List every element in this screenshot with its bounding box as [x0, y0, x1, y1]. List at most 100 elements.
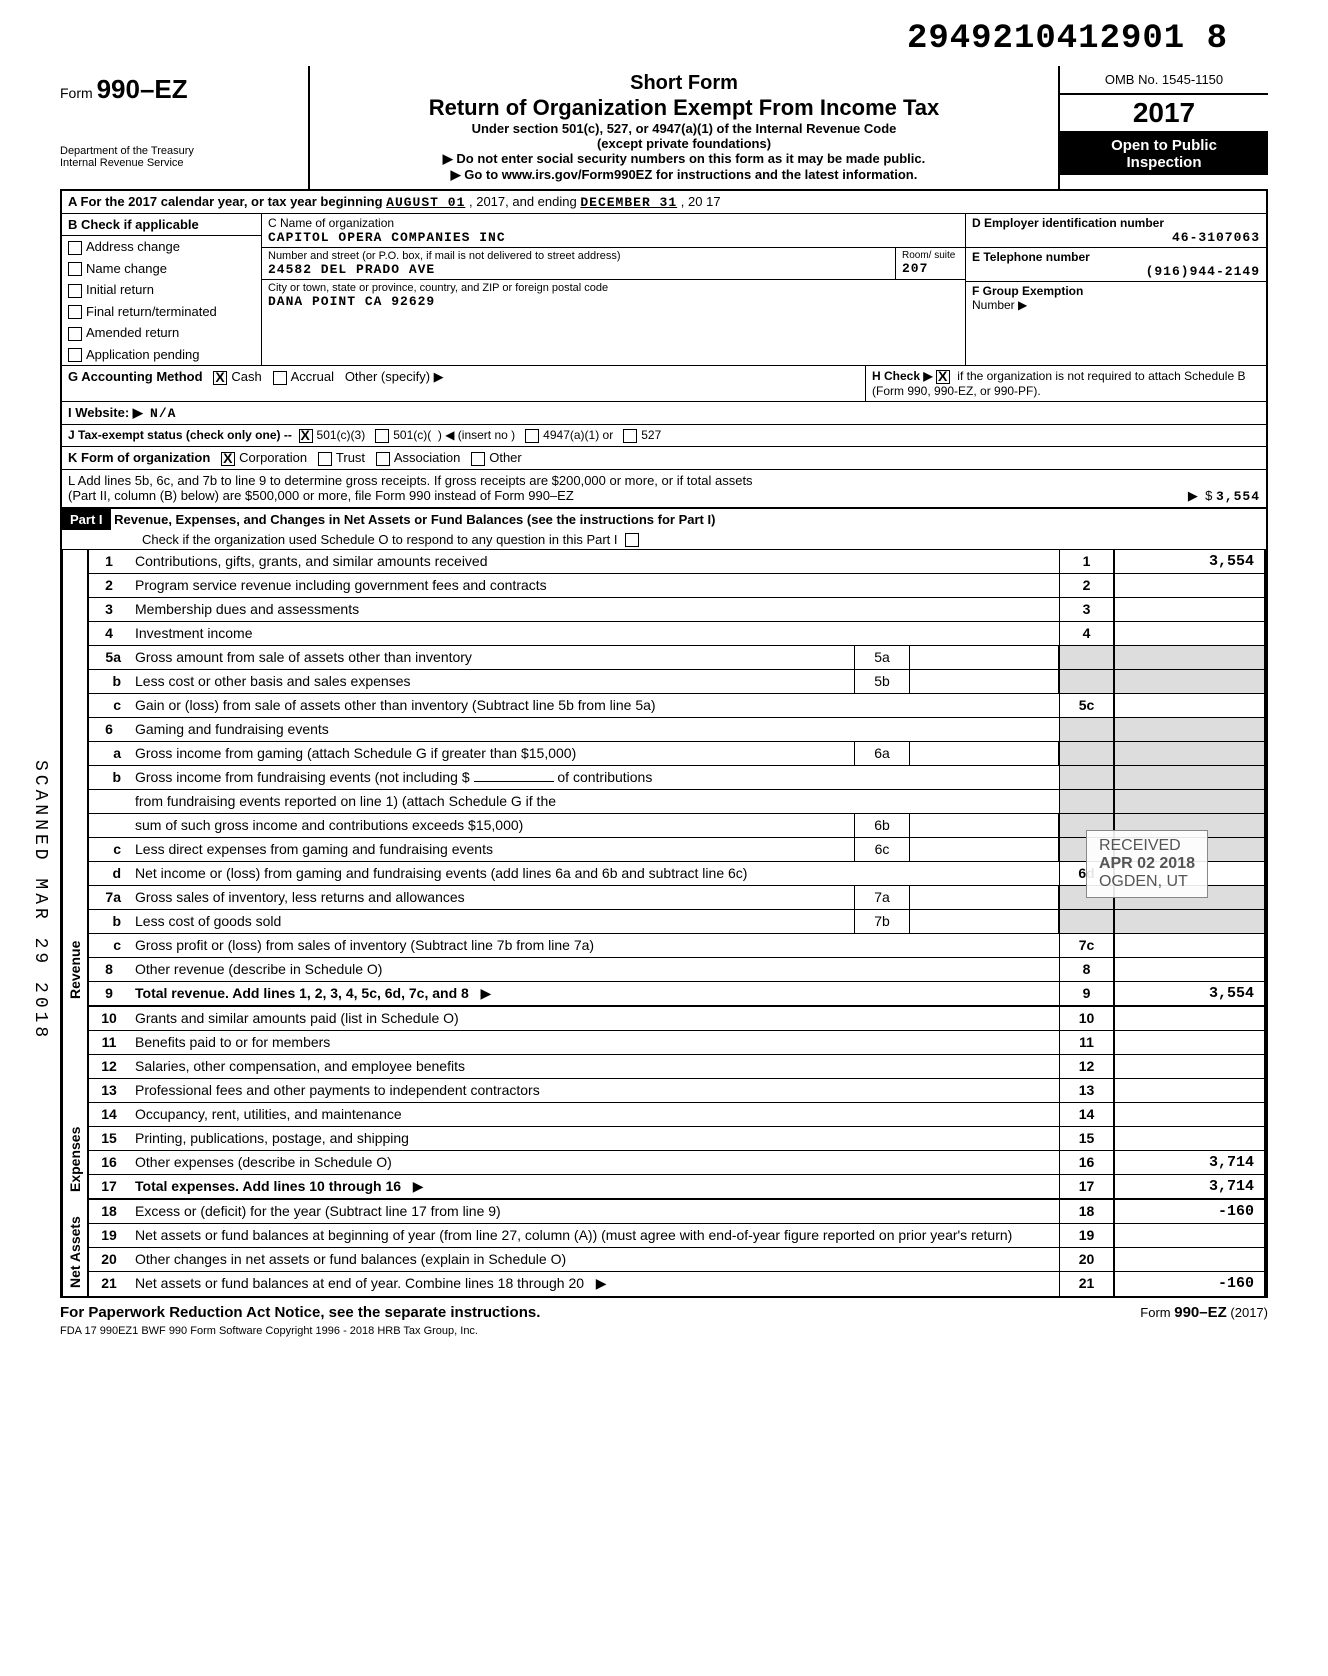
line-6b3-desc: from fundraising events reported on line…: [129, 790, 1059, 813]
check-final-return[interactable]: Final return/terminated: [62, 301, 261, 323]
line-7a-desc: Gross sales of inventory, less returns a…: [129, 886, 854, 909]
check-application-pending[interactable]: Application pending: [62, 344, 261, 366]
check-4947[interactable]: [525, 429, 539, 443]
check-amended-return[interactable]: Amended return: [62, 322, 261, 344]
check-501c3[interactable]: [299, 429, 313, 443]
line-3-amt: [1114, 598, 1264, 621]
check-accrual[interactable]: [273, 371, 287, 385]
line-4-desc: Investment income: [129, 622, 1059, 645]
ein-value: 46-3107063: [972, 230, 1260, 245]
check-501c[interactable]: [375, 429, 389, 443]
line-6a-desc: Gross income from gaming (attach Schedul…: [129, 742, 854, 765]
line-17-amt: 3,714: [1114, 1175, 1264, 1198]
street-address: 24582 DEL PRADO AVE: [268, 262, 889, 277]
line-8-desc: Other revenue (describe in Schedule O): [129, 958, 1059, 981]
footer-bottom: FDA 17 990EZ1 BWF 990 Form Software Copy…: [60, 1325, 1268, 1337]
line-9-desc: Total revenue. Add lines 1, 2, 3, 4, 5c,…: [129, 982, 1059, 1005]
k-form-org-label: K Form of organization: [68, 450, 210, 465]
line-16-amt: 3,714: [1114, 1151, 1264, 1174]
e-phone-label: E Telephone number: [972, 250, 1260, 264]
line-2-amt: [1114, 574, 1264, 597]
line-3-desc: Membership dues and assessments: [129, 598, 1059, 621]
line-5b-desc: Less cost or other basis and sales expen…: [129, 670, 854, 693]
f-group-number-label: Number ▶: [972, 298, 1260, 312]
line-12-desc: Salaries, other compensation, and employ…: [129, 1055, 1059, 1078]
document-id: 2949210412901 8: [60, 20, 1268, 58]
d-ein-label: D Employer identification number: [972, 216, 1260, 230]
line-10-desc: Grants and similar amounts paid (list in…: [129, 1007, 1059, 1030]
l-amount: 3,554: [1216, 489, 1260, 504]
line-7b-desc: Less cost of goods sold: [129, 910, 854, 933]
warn-1: ▶ Do not enter social security numbers o…: [320, 151, 1048, 167]
omb-number: OMB No. 1545-1150: [1060, 66, 1268, 95]
room-label: Room/ suite: [902, 250, 959, 261]
check-trust[interactable]: [318, 452, 332, 466]
check-527[interactable]: [623, 429, 637, 443]
line-18-desc: Excess or (deficit) for the year (Subtra…: [129, 1200, 1059, 1223]
title-main: Return of Organization Exempt From Incom…: [320, 95, 1048, 121]
footer-right: Form 990–EZ (2017): [1140, 1304, 1268, 1321]
check-cash[interactable]: [213, 371, 227, 385]
check-initial-return[interactable]: Initial return: [62, 279, 261, 301]
form-number: Form 990–EZ: [60, 74, 298, 105]
line-21-amt: -160: [1114, 1272, 1264, 1296]
line-2-desc: Program service revenue including govern…: [129, 574, 1059, 597]
line-7c-desc: Gross profit or (loss) from sales of inv…: [129, 934, 1059, 957]
part-1-label: Part I: [62, 509, 111, 530]
check-corporation[interactable]: [221, 452, 235, 466]
expenses-label: Expenses: [62, 1007, 87, 1200]
line-20-desc: Other changes in net assets or fund bala…: [129, 1248, 1059, 1271]
check-schedule-o[interactable]: [625, 533, 639, 547]
line-7c-amt: [1114, 934, 1264, 957]
check-association[interactable]: [376, 452, 390, 466]
street-label: Number and street (or P.O. box, if mail …: [268, 250, 889, 262]
title-short: Short Form: [320, 72, 1048, 95]
part-1-title: Revenue, Expenses, and Changes in Net As…: [114, 512, 715, 527]
warn-2: ▶ Go to www.irs.gov/Form990EZ for instru…: [320, 167, 1048, 183]
received-stamp: RECEIVED APR 02 2018 OGDEN, UT: [1086, 830, 1208, 898]
line-9-amt: 3,554: [1114, 982, 1264, 1005]
footer-left: For Paperwork Reduction Act Notice, see …: [60, 1304, 540, 1321]
subtitle-2: (except private foundations): [320, 136, 1048, 151]
subtitle-1: Under section 501(c), 527, or 4947(a)(1)…: [320, 121, 1048, 136]
j-tax-exempt-label: J Tax-exempt status (check only one) --: [68, 428, 292, 442]
check-address-change[interactable]: Address change: [62, 236, 261, 258]
line-15-desc: Printing, publications, postage, and shi…: [129, 1127, 1059, 1150]
line-6b4-desc: sum of such gross income and contributio…: [129, 814, 854, 837]
check-other[interactable]: [471, 452, 485, 466]
i-website-label: I Website: ▶: [68, 405, 143, 420]
line-6d-desc: Net income or (loss) from gaming and fun…: [129, 862, 1059, 885]
check-if-applicable-label: B Check if applicable: [62, 214, 261, 236]
city-state-zip: DANA POINT CA 92629: [268, 294, 959, 309]
phone-value: (916)944-2149: [972, 264, 1260, 279]
line-11-desc: Benefits paid to or for members: [129, 1031, 1059, 1054]
line-1-desc: Contributions, gifts, grants, and simila…: [129, 550, 1059, 573]
line-5a-desc: Gross amount from sale of assets other t…: [129, 646, 854, 669]
line-13-desc: Professional fees and other payments to …: [129, 1079, 1059, 1102]
line-17-desc: Total expenses. Add lines 10 through 16 …: [129, 1175, 1059, 1198]
line-4-amt: [1114, 622, 1264, 645]
line-18-amt: -160: [1114, 1200, 1264, 1223]
net-assets-label: Net Assets: [62, 1200, 87, 1296]
open-to-public: Open to PublicInspection: [1060, 133, 1268, 175]
f-group-label: F Group Exemption: [972, 284, 1260, 298]
check-name-change[interactable]: Name change: [62, 258, 261, 280]
part-1-sub: Check if the organization used Schedule …: [142, 532, 618, 547]
line-1-amt: 3,554: [1114, 550, 1264, 573]
line-8-amt: [1114, 958, 1264, 981]
line-14-desc: Occupancy, rent, utilities, and maintena…: [129, 1103, 1059, 1126]
room-number: 207: [902, 261, 959, 276]
line-19-desc: Net assets or fund balances at beginning…: [129, 1224, 1059, 1247]
check-schedule-b[interactable]: [936, 370, 950, 384]
line-5c-amt: [1114, 694, 1264, 717]
line-16-desc: Other expenses (describe in Schedule O): [129, 1151, 1059, 1174]
revenue-label: Revenue: [62, 550, 87, 1007]
g-accounting-label: G Accounting Method: [68, 369, 203, 384]
dept-label: Department of the Treasury Internal Reve…: [60, 145, 298, 169]
website-value: N/A: [150, 406, 176, 421]
tax-year: 2017: [1060, 95, 1268, 133]
line-6b-desc: Gross income from fundraising events (no…: [129, 766, 1059, 789]
l-text-1: L Add lines 5b, 6c, and 7b to line 9 to …: [68, 473, 1260, 488]
line-21-desc: Net assets or fund balances at end of ye…: [129, 1272, 1059, 1296]
city-label: City or town, state or province, country…: [268, 282, 959, 294]
